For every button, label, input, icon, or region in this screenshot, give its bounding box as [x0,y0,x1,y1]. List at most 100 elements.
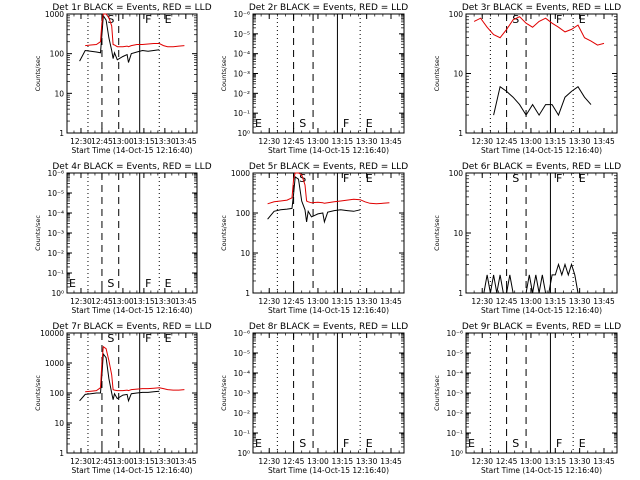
y-tick-label: 100 [50,389,65,398]
plot-frame [252,332,405,454]
marker-s: S [512,172,519,185]
x-tick-label: 12:45 [496,297,518,306]
marker-f: F [343,172,349,185]
marker-s: S [512,437,519,450]
y-axis-title: Counts/sec [433,55,441,91]
panel-6: Det 6r BLACK = Events, RED = LLD 1 10 100 Co… [433,162,621,315]
x-tick-label: 13:30 [569,137,591,146]
marker-e-left: E [255,117,262,130]
panel-title: Det 8r BLACK = Events, RED = LLD [249,322,408,332]
x-tick-label: 12:45 [283,457,305,466]
y-tick-label: 10⁻⁴ [233,369,250,378]
x-tick-label: 13:30 [356,297,378,306]
marker-f: F [145,13,151,26]
marker-s: S [299,117,306,130]
x-axis-title: Start Time (14-Oct-15 12:16:40) [481,146,602,155]
marker-s: S [299,437,306,450]
y-tick-label: 10⁻⁴ [233,50,250,59]
x-axis-title: Start Time (14-Oct-15 12:16:40) [268,306,389,315]
y-axis-title: Counts/sec [34,375,42,411]
x-tick-label: 12:45 [283,297,305,306]
x-axis-title: Start Time (14-Oct-15 12:16:40) [481,466,602,475]
x-tick-label: 13:30 [154,457,176,466]
marker-f: F [145,277,151,290]
y-tick-label: 10⁻⁶ [233,329,250,338]
events-series-line [79,14,160,63]
panel-title: Det 9r BLACK = Events, RED = LLD [462,322,621,332]
x-tick-label: 12:30 [70,297,92,306]
y-tick-label: 10⁰ [450,449,463,458]
x-tick-label: 13:00 [520,297,542,306]
y-tick-label: 100 [449,10,464,19]
panel-4: Det 4r BLACK = Events, RED = LLD 10⁰ 10⁻¹ 1… [34,162,212,315]
y-tick-label: 1 [458,289,463,298]
y-tick-label: 10⁻⁵ [233,349,250,358]
x-tick-label: 12:45 [91,297,113,306]
x-axis-title: Start Time (14-Oct-15 12:16:40) [481,306,602,315]
plot-frame [465,332,618,454]
lld-series-line [473,16,605,46]
x-tick-label: 13:15 [331,457,353,466]
y-tick-label: 10⁻⁵ [446,349,463,358]
x-tick-label: 13:15 [544,137,566,146]
marker-f: F [145,332,151,345]
y-axis-title: Counts/sec [34,55,42,91]
x-tick-label: 13:45 [175,137,197,146]
marker-e: E [165,277,172,290]
y-tick-label: 10⁻³ [47,229,64,238]
panel-title: Det 4r BLACK = Events, RED = LLD [52,162,211,172]
x-tick-label: 13:45 [593,297,615,306]
panel-1: Det 1r BLACK = Events, RED = LLD 1 10 100 10… [34,3,212,155]
marker-s: S [512,13,519,26]
events-series-line [493,85,592,117]
marker-e: E [579,172,586,185]
y-axis-title: Counts/sec [433,375,441,411]
y-tick-label: 10⁻⁴ [47,209,64,218]
x-tick-label: 13:15 [133,457,155,466]
x-axis-title: Start Time (14-Oct-15 12:16:40) [268,466,389,475]
x-tick-label: 12:45 [496,137,518,146]
marker-s: S [107,277,114,290]
panel-7: Det 7r BLACK = Events, RED = LLD 1 10 100 10… [34,322,212,475]
y-axis-title: Counts/sec [220,375,228,411]
y-tick-label: 10⁻³ [233,70,250,79]
y-tick-label: 100 [50,50,65,59]
x-tick-label: 12:45 [283,137,305,146]
y-tick-label: 1 [59,129,64,138]
x-tick-label: 13:45 [175,457,197,466]
y-axis-title: Counts/sec [34,215,42,251]
marker-f: F [556,13,562,26]
y-tick-label: 1000 [45,10,64,19]
x-tick-label: 13:15 [133,137,155,146]
y-tick-label: 10⁻² [446,409,463,418]
marker-e: E [579,13,586,26]
x-tick-label: 13:00 [112,457,134,466]
events-series-line [480,262,579,294]
marker-e-left: E [69,277,76,290]
events-series-line [79,352,160,403]
plot-frame [66,13,198,134]
x-tick-label: 12:30 [258,457,280,466]
x-tick-label: 12:30 [70,137,92,146]
marker-e-left: E [255,437,262,450]
panel-9: Det 9r BLACK = Events, RED = LLD 10⁰ 10⁻¹ 1… [433,322,621,475]
x-axis-title: Start Time (14-Oct-15 12:16:40) [71,306,192,315]
panel-title: Det 2r BLACK = Events, RED = LLD [249,3,408,13]
y-tick-label: 10000 [40,329,64,338]
x-tick-label: 13:45 [175,297,197,306]
marker-e: E [579,437,586,450]
y-axis-title: Counts/sec [433,215,441,251]
x-tick-label: 13:30 [569,297,591,306]
x-tick-label: 13:00 [520,457,542,466]
marker-f: F [556,172,562,185]
y-tick-label: 1 [458,129,463,138]
plot-frame [66,332,198,454]
plot-frame [465,13,618,134]
y-tick-label: 10⁻³ [233,389,250,398]
y-tick-label: 10 [453,229,463,238]
x-tick-label: 13:15 [544,457,566,466]
marker-s: S [107,13,114,26]
y-axis-title: Counts/sec [220,215,228,251]
marker-f: F [343,117,349,130]
